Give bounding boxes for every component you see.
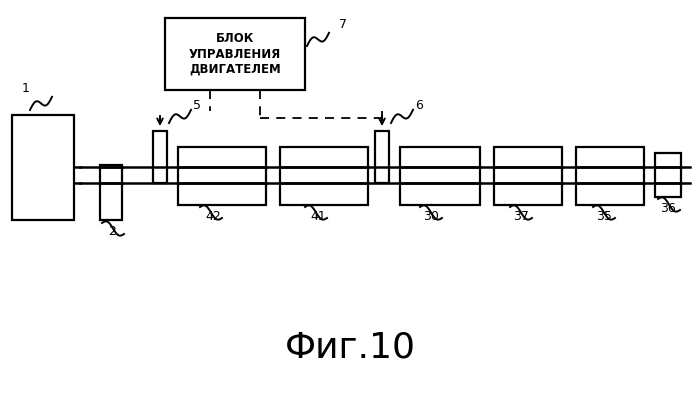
Text: 2: 2 (108, 225, 116, 238)
Bar (280, 147, 368, 205)
Text: 7: 7 (339, 18, 347, 31)
Bar (400, 147, 480, 205)
Text: 42: 42 (205, 210, 220, 223)
Bar (12, 115, 74, 220)
Text: 41: 41 (310, 210, 326, 223)
Bar (165, 18, 305, 90)
Text: Фиг.10: Фиг.10 (284, 331, 416, 365)
Bar (178, 147, 266, 205)
Bar (153, 131, 167, 183)
Bar (576, 147, 644, 205)
Text: БЛОК
УПРАВЛЕНИЯ
ДВИГАТЕЛЕМ: БЛОК УПРАВЛЕНИЯ ДВИГАТЕЛЕМ (189, 32, 281, 75)
Bar (375, 131, 389, 183)
Text: 1: 1 (22, 82, 30, 95)
Bar (655, 153, 681, 197)
Bar (100, 165, 122, 220)
Text: 36: 36 (660, 202, 675, 215)
Text: 30: 30 (423, 210, 439, 223)
Bar (494, 147, 562, 205)
Text: 35: 35 (596, 210, 612, 223)
Text: 5: 5 (193, 99, 201, 112)
Text: 6: 6 (415, 99, 423, 112)
Text: 37: 37 (513, 210, 529, 223)
